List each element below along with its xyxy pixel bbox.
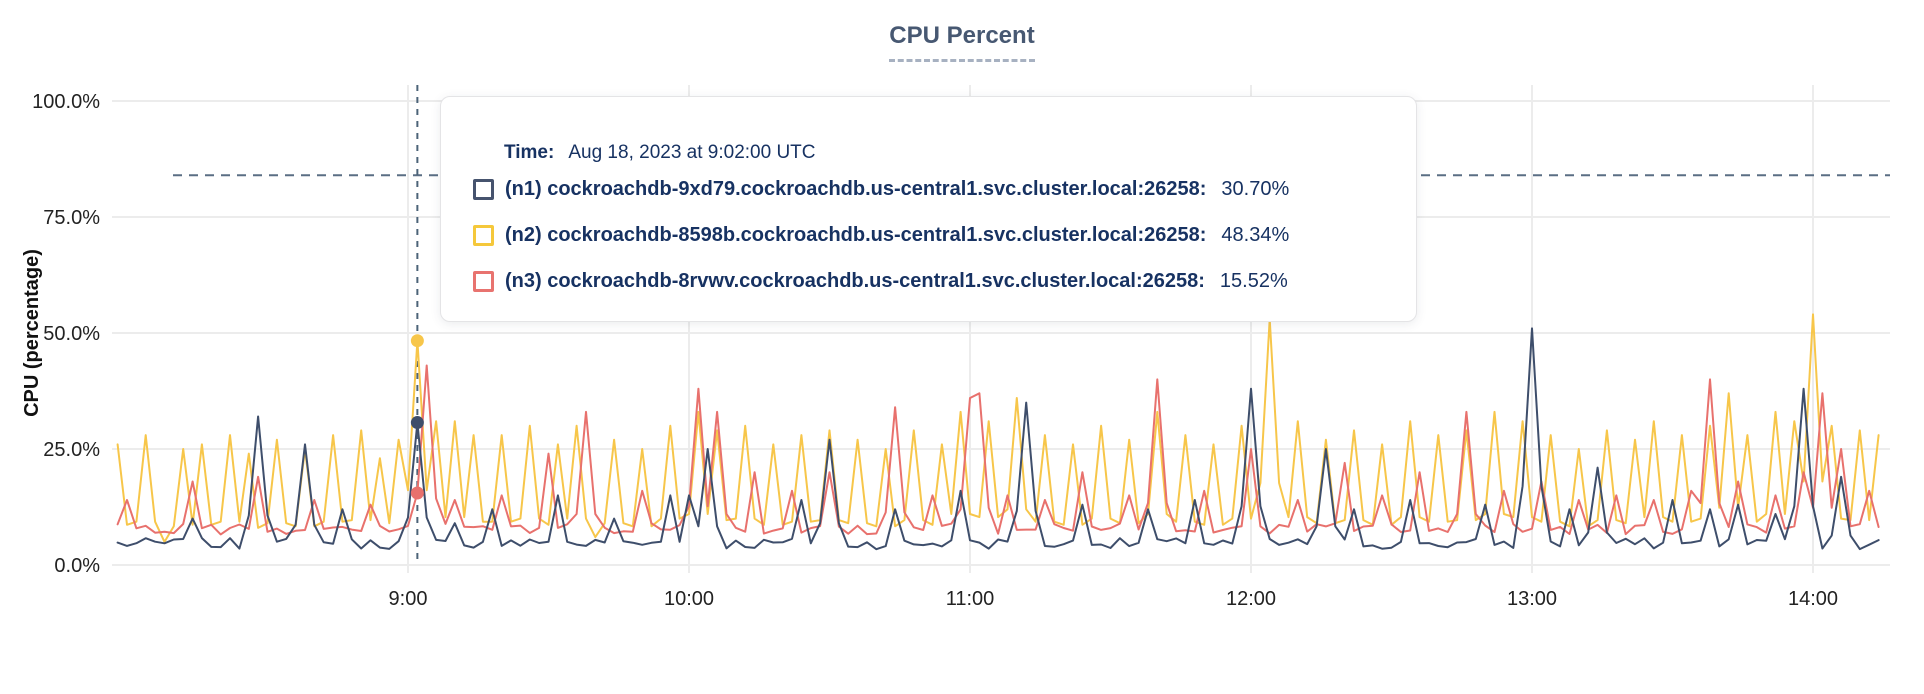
hover-dot-n1 xyxy=(410,416,424,430)
x-tick-label: 9:00 xyxy=(389,588,428,610)
y-tick-label: 50.0% xyxy=(43,323,100,345)
axis-labels: 0.0% 25.0% 50.0% 75.0% 100.0% 9:00 10:00 11:00 1… xyxy=(21,91,1838,610)
y-tick-label: 0.0% xyxy=(54,555,100,577)
data-series xyxy=(116,313,1880,551)
tooltip-time-value: Aug 18, 2023 at 9:02:00 UTC xyxy=(568,141,816,163)
tooltip-row-label: (n3) cockroachdb-8rvwv.cockroachdb.us-ce… xyxy=(505,269,1205,292)
x-tick-label: 14:00 xyxy=(1788,588,1838,610)
series-line-1 xyxy=(116,327,1880,551)
y-tick-label: 100.0% xyxy=(32,91,100,113)
tooltip-row-value: 15.52% xyxy=(1219,269,1288,292)
tooltip-row-n3: (n3) cockroachdb-8rvwv.cockroachdb.us-ce… xyxy=(473,258,1388,304)
y-axis-title: CPU (percentage) xyxy=(21,249,43,417)
series-swatch-icon xyxy=(473,224,494,246)
tooltip-row-n1: (n1) cockroachdb-9xd79.cockroachdb.us-ce… xyxy=(473,166,1388,212)
y-tick-label: 25.0% xyxy=(43,439,100,461)
tooltip-time-label: Time: xyxy=(504,141,555,163)
tooltip-row-value: 30.70% xyxy=(1221,177,1290,200)
x-tick-label: 10:00 xyxy=(664,588,714,610)
x-tick-label: 12:00 xyxy=(1226,588,1276,610)
series-swatch-icon xyxy=(473,270,494,292)
tooltip-row-label: (n1) cockroachdb-9xd79.cockroachdb.us-ce… xyxy=(505,177,1207,200)
hover-point-markers xyxy=(410,334,424,500)
tooltip-time-row: Time: Aug 18, 2023 at 9:02:00 UTC xyxy=(504,139,1388,166)
x-tick-label: 11:00 xyxy=(946,588,995,610)
hover-dot-n2 xyxy=(410,334,424,348)
tooltip-row-n2: (n2) cockroachdb-8598b.cockroachdb.us-ce… xyxy=(473,212,1388,258)
x-tick-label: 13:00 xyxy=(1507,588,1557,610)
series-line-3 xyxy=(116,364,1880,536)
tooltip-legend-rows: (n1) cockroachdb-9xd79.cockroachdb.us-ce… xyxy=(473,166,1388,304)
tooltip-row-label: (n2) cockroachdb-8598b.cockroachdb.us-ce… xyxy=(505,223,1207,246)
series-swatch-icon xyxy=(473,178,494,200)
series-line-2 xyxy=(116,313,1880,543)
tooltip-row-value: 48.34% xyxy=(1221,223,1290,246)
hover-dot-n3 xyxy=(410,486,424,500)
hover-tooltip: Time: Aug 18, 2023 at 9:02:00 UTC (n1) c… xyxy=(440,96,1417,322)
y-tick-label: 75.0% xyxy=(43,207,100,229)
